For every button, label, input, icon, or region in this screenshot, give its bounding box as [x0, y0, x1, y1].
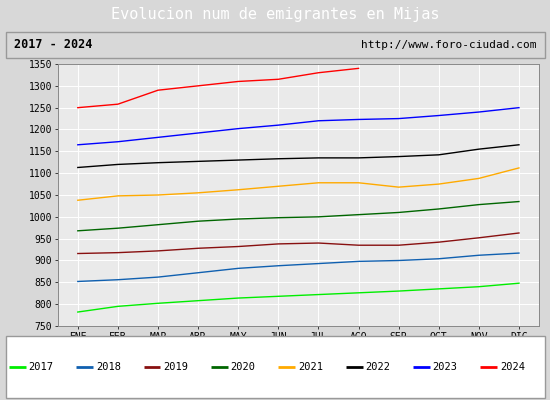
Text: Evolucion num de emigrantes en Mijas: Evolucion num de emigrantes en Mijas — [111, 8, 439, 22]
Text: 2022: 2022 — [365, 362, 390, 372]
Text: http://www.foro-ciudad.com: http://www.foro-ciudad.com — [361, 40, 536, 50]
Text: 2017: 2017 — [29, 362, 53, 372]
Text: 2017 - 2024: 2017 - 2024 — [14, 38, 92, 52]
Text: 2020: 2020 — [230, 362, 256, 372]
Text: 2018: 2018 — [96, 362, 121, 372]
Text: 2019: 2019 — [163, 362, 188, 372]
Text: 2023: 2023 — [433, 362, 458, 372]
Text: 2021: 2021 — [298, 362, 323, 372]
Text: 2024: 2024 — [500, 362, 525, 372]
FancyBboxPatch shape — [6, 336, 544, 398]
FancyBboxPatch shape — [6, 32, 544, 58]
